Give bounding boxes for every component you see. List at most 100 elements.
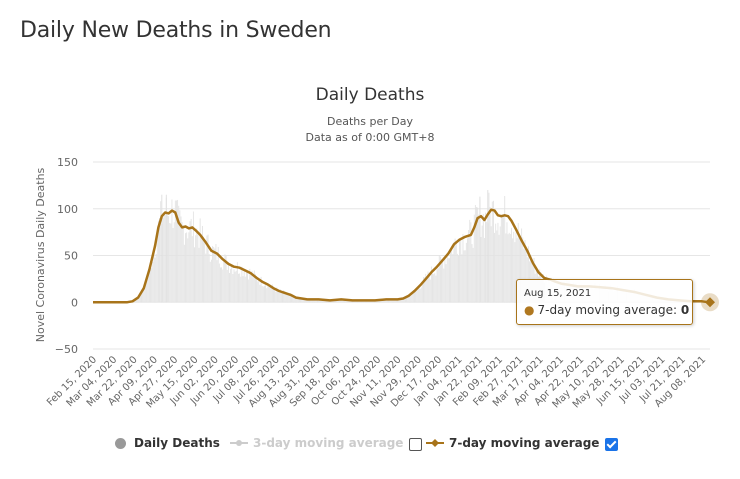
bar xyxy=(215,243,217,303)
bar xyxy=(311,299,313,303)
legend-item-daily-deaths[interactable]: Daily Deaths xyxy=(115,436,220,450)
bar xyxy=(230,269,232,303)
bar xyxy=(342,300,344,303)
bar xyxy=(505,233,507,303)
bar xyxy=(411,293,413,303)
bar xyxy=(458,255,459,303)
bar xyxy=(391,299,393,303)
chart-title: Daily Deaths xyxy=(316,85,425,105)
bar xyxy=(165,194,167,303)
bar xyxy=(275,291,277,303)
bar xyxy=(274,289,276,303)
y-axis-label: Novel Coronavirus Daily Deaths xyxy=(34,167,47,342)
chart-subtitle-2: Data as of 0:00 GMT+8 xyxy=(306,131,435,144)
bar xyxy=(338,299,340,303)
bar xyxy=(136,297,138,303)
bar xyxy=(385,299,387,303)
bar xyxy=(261,285,263,303)
bar xyxy=(509,233,511,303)
bar xyxy=(419,288,421,303)
bar xyxy=(139,295,141,303)
chart-subtitle-1: Deaths per Day xyxy=(327,115,413,128)
bar xyxy=(436,269,438,303)
bar xyxy=(266,288,268,303)
bar xyxy=(146,275,148,303)
bar xyxy=(178,205,180,303)
bar xyxy=(245,271,247,303)
bar xyxy=(439,256,441,303)
bar xyxy=(160,201,162,303)
legend-item-7-day-average[interactable]: 7-day moving average xyxy=(426,436,599,450)
bar xyxy=(407,296,409,303)
bar xyxy=(153,252,155,303)
bar xyxy=(152,261,154,303)
bar xyxy=(514,242,516,303)
bar xyxy=(313,299,315,303)
diamond-marker-icon xyxy=(426,439,444,447)
bar xyxy=(242,276,244,303)
bar xyxy=(486,221,488,303)
legend-label: 3-day moving average xyxy=(253,436,404,450)
bar xyxy=(203,236,204,303)
bar xyxy=(344,300,345,303)
bar xyxy=(404,297,406,303)
bar xyxy=(476,207,477,303)
tooltip-value: 0 xyxy=(680,303,690,317)
bar xyxy=(314,299,316,303)
legend: Daily Deaths 3-day moving average 7-day … xyxy=(0,436,740,458)
bar xyxy=(301,298,303,303)
bar xyxy=(204,241,206,303)
bar xyxy=(521,228,523,303)
bar xyxy=(479,196,481,303)
bar xyxy=(207,234,209,303)
bar xyxy=(225,255,227,303)
tooltip-date: Aug 15, 2021 xyxy=(524,288,592,299)
bar xyxy=(390,299,392,303)
bar xyxy=(190,218,192,303)
checkbox-7-day-average[interactable] xyxy=(605,438,618,451)
bar xyxy=(498,234,500,303)
bar xyxy=(502,214,503,303)
bar xyxy=(206,235,208,303)
bar xyxy=(461,254,463,303)
bar xyxy=(393,299,395,303)
bar xyxy=(307,299,309,303)
page-title: Daily New Deaths in Sweden xyxy=(20,18,332,43)
bar xyxy=(399,299,401,303)
line-marker-icon xyxy=(230,440,248,446)
bar xyxy=(304,299,306,303)
bar xyxy=(472,247,474,303)
bar xyxy=(173,222,175,303)
bar xyxy=(513,231,515,303)
bar xyxy=(293,296,295,303)
bar xyxy=(179,210,181,303)
bar xyxy=(265,285,267,303)
bar xyxy=(471,244,473,303)
bar xyxy=(425,273,427,303)
legend-item-3-day-average[interactable]: 3-day moving average xyxy=(230,436,403,450)
bar xyxy=(234,271,236,303)
bar xyxy=(166,215,168,303)
bar xyxy=(503,214,505,303)
bar xyxy=(320,299,322,303)
bar xyxy=(284,291,286,303)
bar xyxy=(176,200,177,303)
bar xyxy=(244,276,246,303)
bar xyxy=(177,199,179,303)
bar xyxy=(298,298,300,303)
bar xyxy=(512,238,514,303)
bar xyxy=(318,299,320,303)
bar xyxy=(286,293,288,303)
bar xyxy=(218,263,220,303)
bar xyxy=(171,199,173,303)
bar xyxy=(489,206,491,303)
checkbox-3-day-average[interactable] xyxy=(409,438,422,451)
bar xyxy=(248,279,250,303)
bar xyxy=(401,299,403,303)
bar xyxy=(456,253,458,303)
bar xyxy=(382,299,384,303)
bar xyxy=(485,212,486,303)
legend-label: 7-day moving average xyxy=(449,436,600,450)
bar xyxy=(161,194,163,303)
bar xyxy=(447,258,449,303)
